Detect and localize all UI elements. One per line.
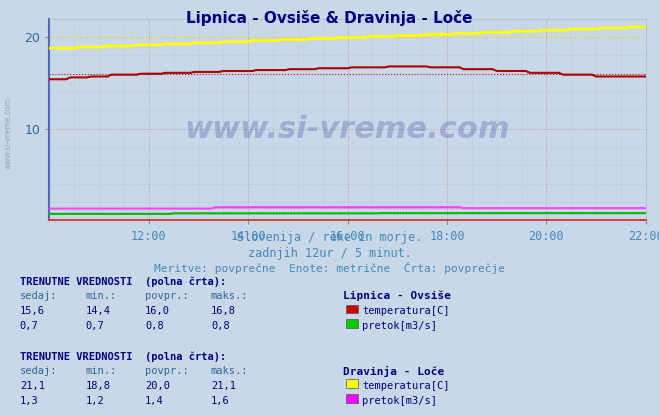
Text: Dravinja - Loče: Dravinja - Loče: [343, 366, 444, 377]
Text: 14,4: 14,4: [86, 306, 111, 316]
Text: 18,8: 18,8: [86, 381, 111, 391]
Text: 1,6: 1,6: [211, 396, 229, 406]
Text: Lipnica - Ovsiše: Lipnica - Ovsiše: [343, 291, 451, 301]
Text: zadnjih 12ur / 5 minut.: zadnjih 12ur / 5 minut.: [248, 247, 411, 260]
Text: Slovenija / reke in morje.: Slovenija / reke in morje.: [237, 231, 422, 244]
Text: min.:: min.:: [86, 291, 117, 301]
Text: 20,0: 20,0: [145, 381, 170, 391]
Text: TRENUTNE VREDNOSTI  (polna črta):: TRENUTNE VREDNOSTI (polna črta):: [20, 352, 226, 362]
Text: 16,0: 16,0: [145, 306, 170, 316]
Text: 0,7: 0,7: [20, 321, 38, 331]
Text: 1,2: 1,2: [86, 396, 104, 406]
Text: 0,8: 0,8: [211, 321, 229, 331]
Text: 1,3: 1,3: [20, 396, 38, 406]
Text: www.si-vreme.com: www.si-vreme.com: [3, 97, 13, 169]
Text: sedaj:: sedaj:: [20, 366, 57, 376]
Text: pretok[m3/s]: pretok[m3/s]: [362, 396, 438, 406]
Text: 15,6: 15,6: [20, 306, 45, 316]
Text: TRENUTNE VREDNOSTI  (polna črta):: TRENUTNE VREDNOSTI (polna črta):: [20, 277, 226, 287]
Text: sedaj:: sedaj:: [20, 291, 57, 301]
Text: 1,4: 1,4: [145, 396, 163, 406]
Text: Lipnica - Ovsiše & Dravinja - Loče: Lipnica - Ovsiše & Dravinja - Loče: [186, 10, 473, 26]
Text: 0,8: 0,8: [145, 321, 163, 331]
Text: 21,1: 21,1: [20, 381, 45, 391]
Text: temperatura[C]: temperatura[C]: [362, 381, 450, 391]
Text: min.:: min.:: [86, 366, 117, 376]
Text: Meritve: povprečne  Enote: metrične  Črta: povprečje: Meritve: povprečne Enote: metrične Črta:…: [154, 262, 505, 275]
Text: povpr.:: povpr.:: [145, 366, 188, 376]
Text: pretok[m3/s]: pretok[m3/s]: [362, 321, 438, 331]
Text: temperatura[C]: temperatura[C]: [362, 306, 450, 316]
Text: maks.:: maks.:: [211, 366, 248, 376]
Text: 0,7: 0,7: [86, 321, 104, 331]
Text: www.si-vreme.com: www.si-vreme.com: [185, 115, 511, 144]
Text: 16,8: 16,8: [211, 306, 236, 316]
Text: povpr.:: povpr.:: [145, 291, 188, 301]
Text: 21,1: 21,1: [211, 381, 236, 391]
Text: maks.:: maks.:: [211, 291, 248, 301]
